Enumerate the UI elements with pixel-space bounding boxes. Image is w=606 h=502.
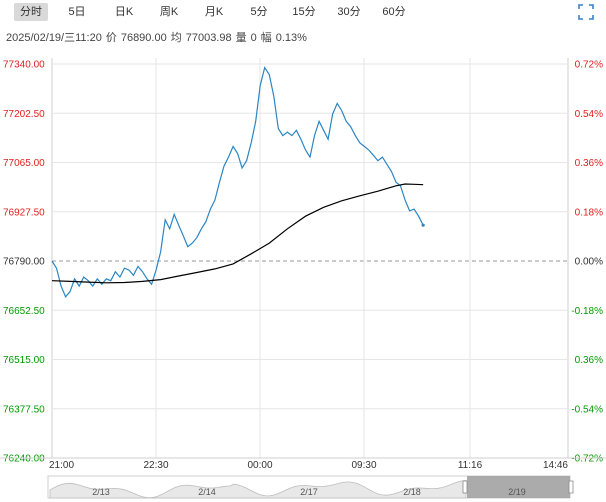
y-axis-tick-label: 76927.50 — [3, 207, 45, 218]
y-axis-tick-label: 76652.50 — [3, 306, 45, 317]
pct-axis-tick-label: 0.54% — [575, 109, 603, 120]
tab-weekly-k[interactable]: 周K — [159, 6, 179, 18]
tab-intraday[interactable]: 分时 — [14, 3, 48, 21]
y-axis-tick-label: 76377.50 — [3, 404, 45, 415]
price-series-line — [51, 66, 424, 298]
tab-15-min[interactable]: 15分 — [292, 6, 316, 18]
pct-axis-tick-label: 0.00% — [575, 257, 603, 268]
pct-axis-tick-label: 0.72% — [575, 60, 603, 71]
tab-5-min[interactable]: 5分 — [250, 6, 268, 18]
x-axis-tick-label: 09:30 — [351, 460, 376, 471]
y-axis-tick-label: 76515.00 — [3, 355, 45, 366]
x-axis-tick-label: 00:00 — [247, 460, 272, 471]
x-axis-tick-label: 11:16 — [458, 460, 483, 471]
pct-axis-tick-label: 0.36% — [575, 355, 603, 366]
y-axis-tick-label: 77340.00 — [3, 60, 45, 71]
x-axis-tick-label: 14:46 — [543, 460, 568, 471]
avg-value: 77003.98 — [185, 32, 232, 44]
pct-axis-tick-label: -0.18% — [571, 306, 603, 317]
avg-label: 均 — [170, 32, 182, 44]
fullscreen-expand-icon[interactable] — [578, 4, 594, 20]
navigator-date-label: 2/14 — [198, 487, 216, 497]
quote-datetime: 2025/02/19/三11:20 — [6, 32, 102, 44]
tab-5-day[interactable]: 5日 — [68, 6, 86, 18]
quote-info-bar: 2025/02/19/三11:20 价 76890.00 均 77003.98 量 0 幅 0.… — [6, 29, 311, 45]
average-price-series-line — [51, 183, 424, 284]
navigator-date-label: 2/17 — [300, 487, 318, 497]
x-axis-tick-label: 21:00 — [49, 460, 74, 471]
pct-axis-tick-label: -0.72% — [571, 454, 603, 465]
navigator-date-label: 2/13 — [92, 487, 110, 497]
navigator-date-label: 2/18 — [403, 487, 421, 497]
y-axis-tick-label: 77202.50 — [3, 109, 45, 120]
pct-axis-tick-label: 0.18% — [575, 207, 603, 218]
navigator-date-label: 2/19 — [508, 487, 526, 497]
change-label: 幅 — [260, 32, 272, 44]
x-axis-tick-label: 22:30 — [143, 460, 168, 471]
y-axis-tick-label: 77065.00 — [3, 158, 45, 169]
volume-value: 0 — [250, 32, 257, 44]
y-axis-tick-label: 76240.00 — [3, 454, 45, 465]
navigator-left-handle — [462, 480, 468, 494]
pct-axis-tick-label: -0.54% — [571, 404, 603, 415]
latest-price-point — [421, 223, 425, 227]
change-value: 0.13% — [275, 32, 307, 44]
navigator-mini-area — [49, 480, 467, 499]
tab-60-min[interactable]: 60分 — [382, 6, 406, 18]
tab-daily-k[interactable]: 日K — [114, 6, 134, 18]
price-value: 76890.00 — [120, 32, 167, 44]
navigator-right-handle — [568, 480, 574, 494]
volume-label: 量 — [235, 32, 247, 44]
pct-axis-tick-label: 0.36% — [575, 158, 603, 169]
navigator-selected-window — [467, 476, 570, 498]
tab-monthly-k[interactable]: 月K — [204, 6, 224, 18]
period-tab-bar: 分时 5日 日K 周K 月K 5分 15分 30分 60分 — [0, 0, 606, 24]
y-axis-tick-label: 76790.00 — [3, 257, 45, 268]
tab-30-min[interactable]: 30分 — [337, 6, 361, 18]
price-label: 价 — [105, 32, 117, 44]
